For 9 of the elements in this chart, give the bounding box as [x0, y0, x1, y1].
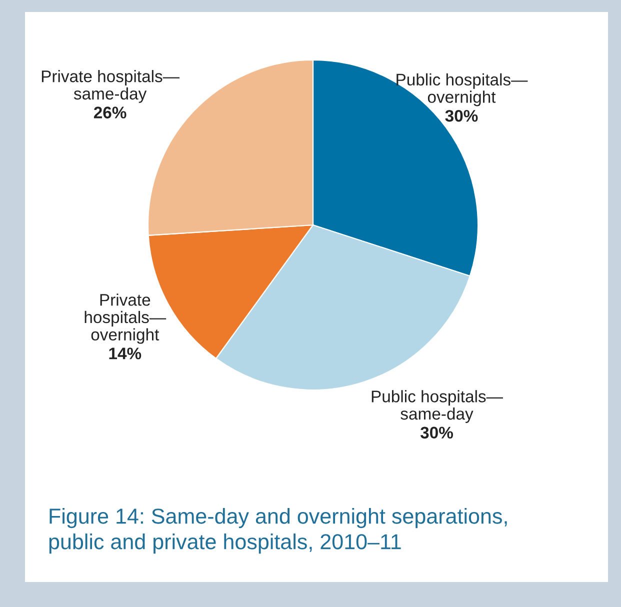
data-label: 30%	[420, 426, 453, 439]
data-label: 14%	[109, 348, 142, 360]
slice-label: Public hospitals— same-day	[372, 390, 503, 423]
data-label: 30%	[445, 110, 478, 122]
slice-label: Private hospitals— same-day	[42, 70, 180, 103]
slice-label: Public hospitals— overnight	[396, 73, 528, 106]
text: Figure 14: Same-day and overnight separations, public and private hospitals, 2010–11	[49, 508, 507, 554]
slice-label: Private hospitals— overnight	[84, 294, 166, 344]
data-label: 26%	[94, 106, 126, 118]
